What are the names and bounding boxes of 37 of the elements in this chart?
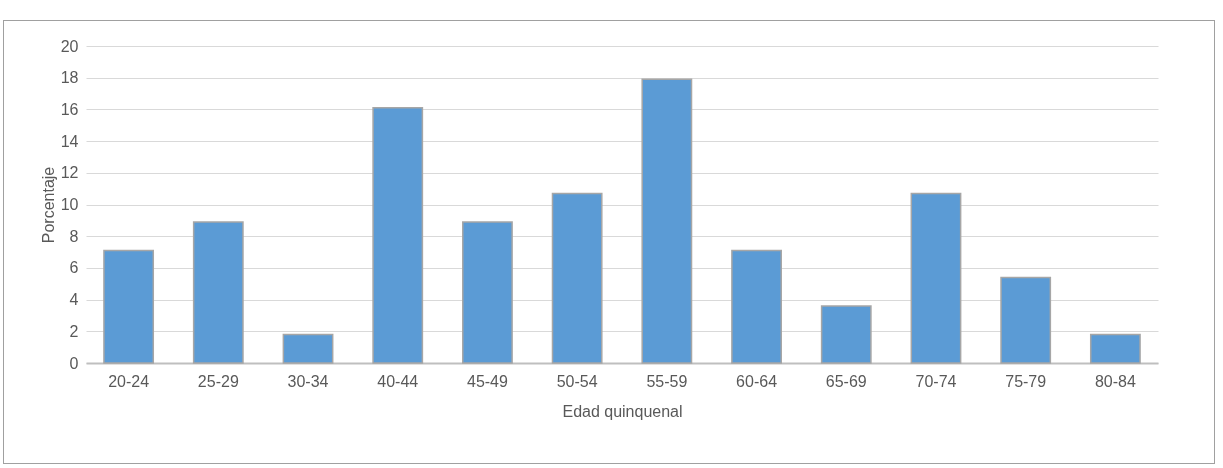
bar <box>820 305 872 364</box>
y-tick-label: 8 <box>69 227 79 245</box>
x-tick-label: 30-34 <box>287 372 329 390</box>
bar <box>192 221 244 364</box>
y-tick-label: 4 <box>69 291 79 309</box>
x-tick-label: 20-24 <box>108 372 150 390</box>
bar <box>282 333 334 364</box>
x-tick-label: 40-44 <box>377 372 419 390</box>
bar <box>1089 333 1141 364</box>
y-tick-label: 14 <box>60 132 79 150</box>
y-tick-label: 16 <box>60 100 79 118</box>
bar <box>551 192 603 364</box>
x-tick-label: 75-79 <box>1005 372 1047 390</box>
bar <box>1000 276 1052 364</box>
x-tick-label: 80-84 <box>1094 372 1136 390</box>
x-tick-label: 70-74 <box>915 372 957 390</box>
x-tick-label: 65-69 <box>825 372 867 390</box>
x-tick-label: 55-59 <box>646 372 688 390</box>
y-tick-label: 12 <box>60 164 79 182</box>
bar <box>910 192 962 364</box>
y-tick-label: 0 <box>69 354 79 372</box>
y-tick-label: 2 <box>69 322 79 340</box>
bar <box>103 249 155 364</box>
y-tick-label: 20 <box>60 37 79 55</box>
y-axis-title: Porcentaje <box>39 166 57 244</box>
bar <box>731 249 782 364</box>
y-tick-label: 18 <box>60 69 79 87</box>
x-tick-label: 25-29 <box>197 372 239 390</box>
bar <box>641 78 693 364</box>
bar <box>372 107 424 364</box>
bar <box>462 221 513 364</box>
y-tick-label: 6 <box>69 259 79 277</box>
x-tick-label: 45-49 <box>466 372 508 390</box>
x-axis-title: Edad quinquenal <box>562 402 683 420</box>
x-tick-label: 60-64 <box>736 372 778 390</box>
x-tick-label: 50-54 <box>556 372 598 390</box>
y-tick-label: 10 <box>60 196 79 213</box>
